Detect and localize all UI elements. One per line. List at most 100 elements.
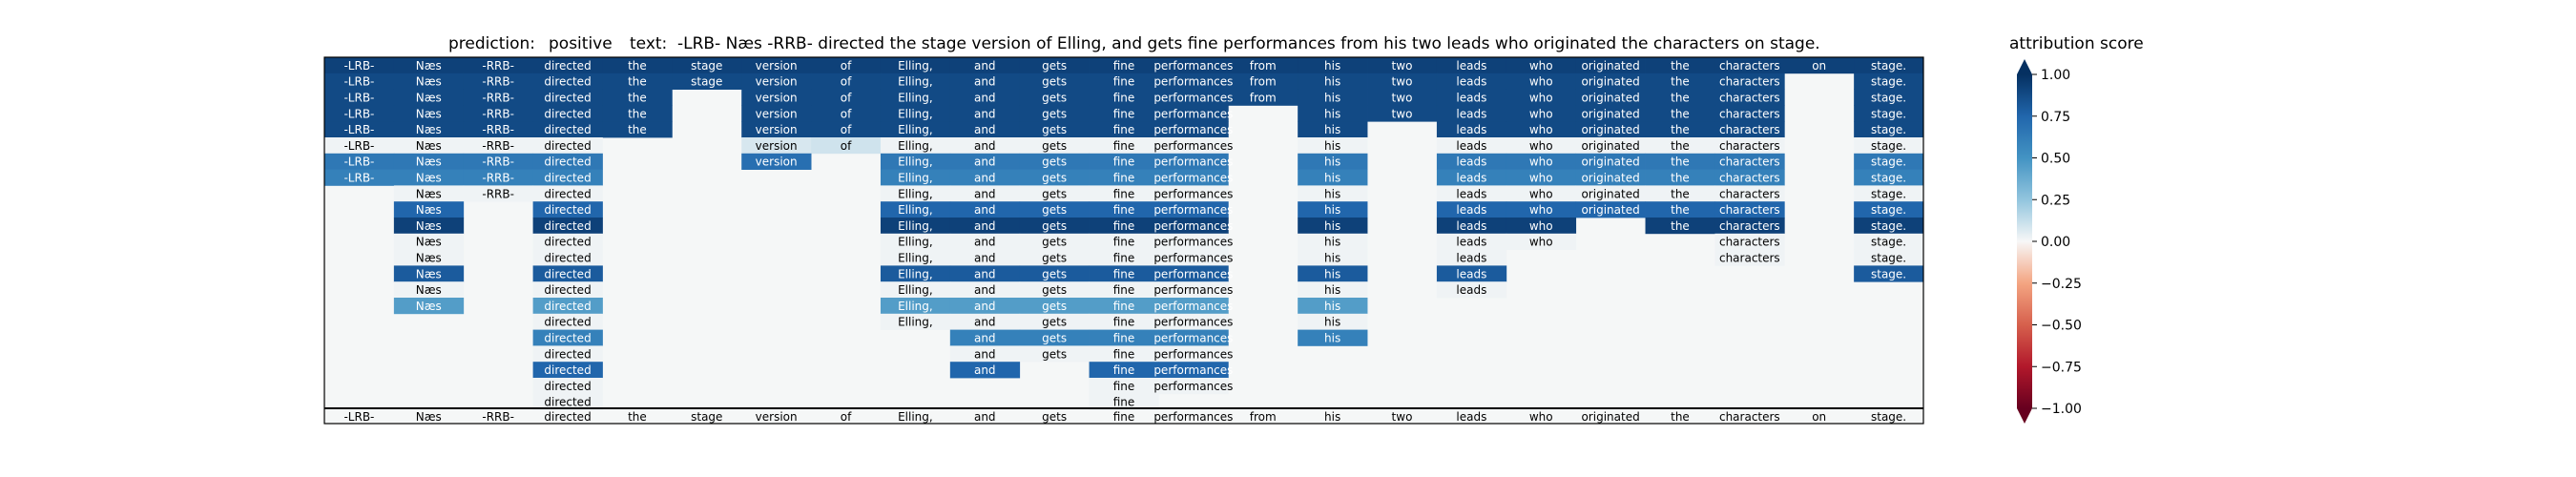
heatmap-cell (1645, 185, 1715, 202)
heatmap-cell (1089, 105, 1159, 122)
heatmap-cell (1158, 201, 1229, 218)
colorbar-tick-label: 1.00 (2041, 68, 2070, 83)
heatmap-cell (1089, 362, 1159, 379)
cell-token-label: leads (1456, 219, 1486, 233)
heatmap-cell (1158, 298, 1229, 315)
heatmap-cell (1645, 137, 1715, 155)
heatmap-cell (949, 298, 1021, 315)
cell-token-label: his (1324, 123, 1340, 136)
cell-token-label: originated (1581, 75, 1639, 89)
heatmap-cell (949, 73, 1021, 90)
cell-token-label: his (1324, 156, 1340, 169)
cell-token-label: leads (1456, 75, 1486, 89)
cell-token-label: the (1671, 123, 1690, 136)
cell-token-label: the (1671, 75, 1690, 89)
heatmap-cell (1436, 153, 1507, 170)
heatmap-cell (532, 233, 603, 250)
heatmap-cell (532, 121, 603, 138)
heatmap-cell (949, 249, 1021, 266)
cell-token-label: stage. (1871, 236, 1906, 249)
heatmap-cell (949, 153, 1021, 170)
heatmap-cell (324, 169, 395, 186)
heatmap-cell (949, 281, 1021, 299)
full-text-token: leads (1456, 410, 1486, 424)
heatmap-cell (1714, 233, 1785, 250)
heatmap-cell (1714, 185, 1785, 202)
cell-token-label: who (1529, 156, 1553, 169)
cell-token-label: fine (1113, 139, 1135, 153)
cell-token-label: and (974, 300, 996, 313)
cell-token-label: gets (1042, 236, 1067, 249)
heatmap-cell (393, 218, 465, 235)
cell-token-label: leads (1456, 92, 1486, 105)
cell-token-label: and (974, 59, 996, 73)
heatmap-cell (1019, 169, 1090, 186)
heatmap-cell (1575, 105, 1646, 122)
heatmap-cell (393, 298, 465, 315)
heatmap-cell (463, 57, 534, 74)
heatmap-cell (463, 153, 534, 170)
cell-token-label: and (974, 332, 996, 345)
heatmap-cell (1019, 105, 1090, 122)
heatmap-cell (1228, 57, 1298, 74)
cell-token-label: Næs (416, 139, 442, 153)
cell-token-label: of (841, 139, 852, 153)
heatmap-cell (1575, 57, 1646, 74)
heatmap-cell (393, 265, 465, 282)
cell-token-label: stage. (1871, 75, 1906, 89)
heatmap-cell (1854, 233, 1924, 250)
cell-token-label: -LRB- (343, 172, 374, 185)
full-text-token: performances (1153, 410, 1233, 424)
cell-token-label: performances (1153, 92, 1233, 105)
heatmap-cell (463, 105, 534, 122)
cell-token-label: the (628, 107, 647, 120)
heatmap-cell (1854, 218, 1924, 235)
heatmap-cell (1089, 281, 1159, 299)
full-text-token: characters (1719, 410, 1780, 424)
cell-token-label: directed (544, 332, 591, 345)
heatmap-cell (463, 121, 534, 138)
cell-token-label: originated (1581, 172, 1639, 185)
full-text-token: originated (1581, 410, 1639, 424)
cell-token-label: -RRB- (482, 187, 514, 200)
colorbar: attribution score 1.00 0.75 0.50 0.25 0.00 −0… (2009, 34, 2144, 424)
heatmap-cell (1298, 329, 1368, 346)
cell-token-label: characters (1719, 92, 1780, 105)
cell-token-label: originated (1581, 156, 1639, 169)
cell-token-label: Næs (416, 107, 442, 120)
full-text-token: from (1250, 410, 1277, 424)
heatmap-cell (1784, 57, 1855, 74)
heatmap-cell (1089, 73, 1159, 90)
heatmap-cell (532, 89, 603, 106)
heatmap-cell (1436, 121, 1507, 138)
cell-token-label: stage. (1871, 219, 1906, 233)
heatmap-cell (949, 265, 1021, 282)
cell-token-label: his (1324, 139, 1340, 153)
cell-token-label: Næs (416, 203, 442, 217)
heatmap-cell (532, 345, 603, 363)
cell-token-label: gets (1042, 219, 1067, 233)
cell-token-label: stage. (1871, 123, 1906, 136)
cell-token-label: -RRB- (482, 172, 514, 185)
heatmap-cell (949, 57, 1021, 74)
cell-token-label: version (756, 123, 798, 136)
cell-token-label: fine (1113, 283, 1135, 297)
cell-token-label: the (628, 123, 647, 136)
cell-token-label: stage (691, 75, 722, 89)
heatmap-cell (1436, 201, 1507, 218)
heatmap-cell (741, 105, 812, 122)
cell-token-label: the (1671, 107, 1690, 120)
cell-token-label: his (1324, 75, 1340, 89)
heatmap-cell (393, 89, 465, 106)
cell-token-label: the (1671, 172, 1690, 185)
heatmap-cell (532, 281, 603, 299)
cell-token-label: and (974, 75, 996, 89)
cell-token-label: -LRB- (343, 156, 374, 169)
cell-token-label: leads (1456, 267, 1486, 280)
colorbar-tick-label: 0.50 (2041, 152, 2070, 167)
cell-token-label: Elling, (898, 283, 933, 297)
cell-token-label: -LRB- (343, 107, 374, 120)
cell-token-label: and (974, 236, 996, 249)
cell-token-label: -LRB- (343, 59, 374, 73)
